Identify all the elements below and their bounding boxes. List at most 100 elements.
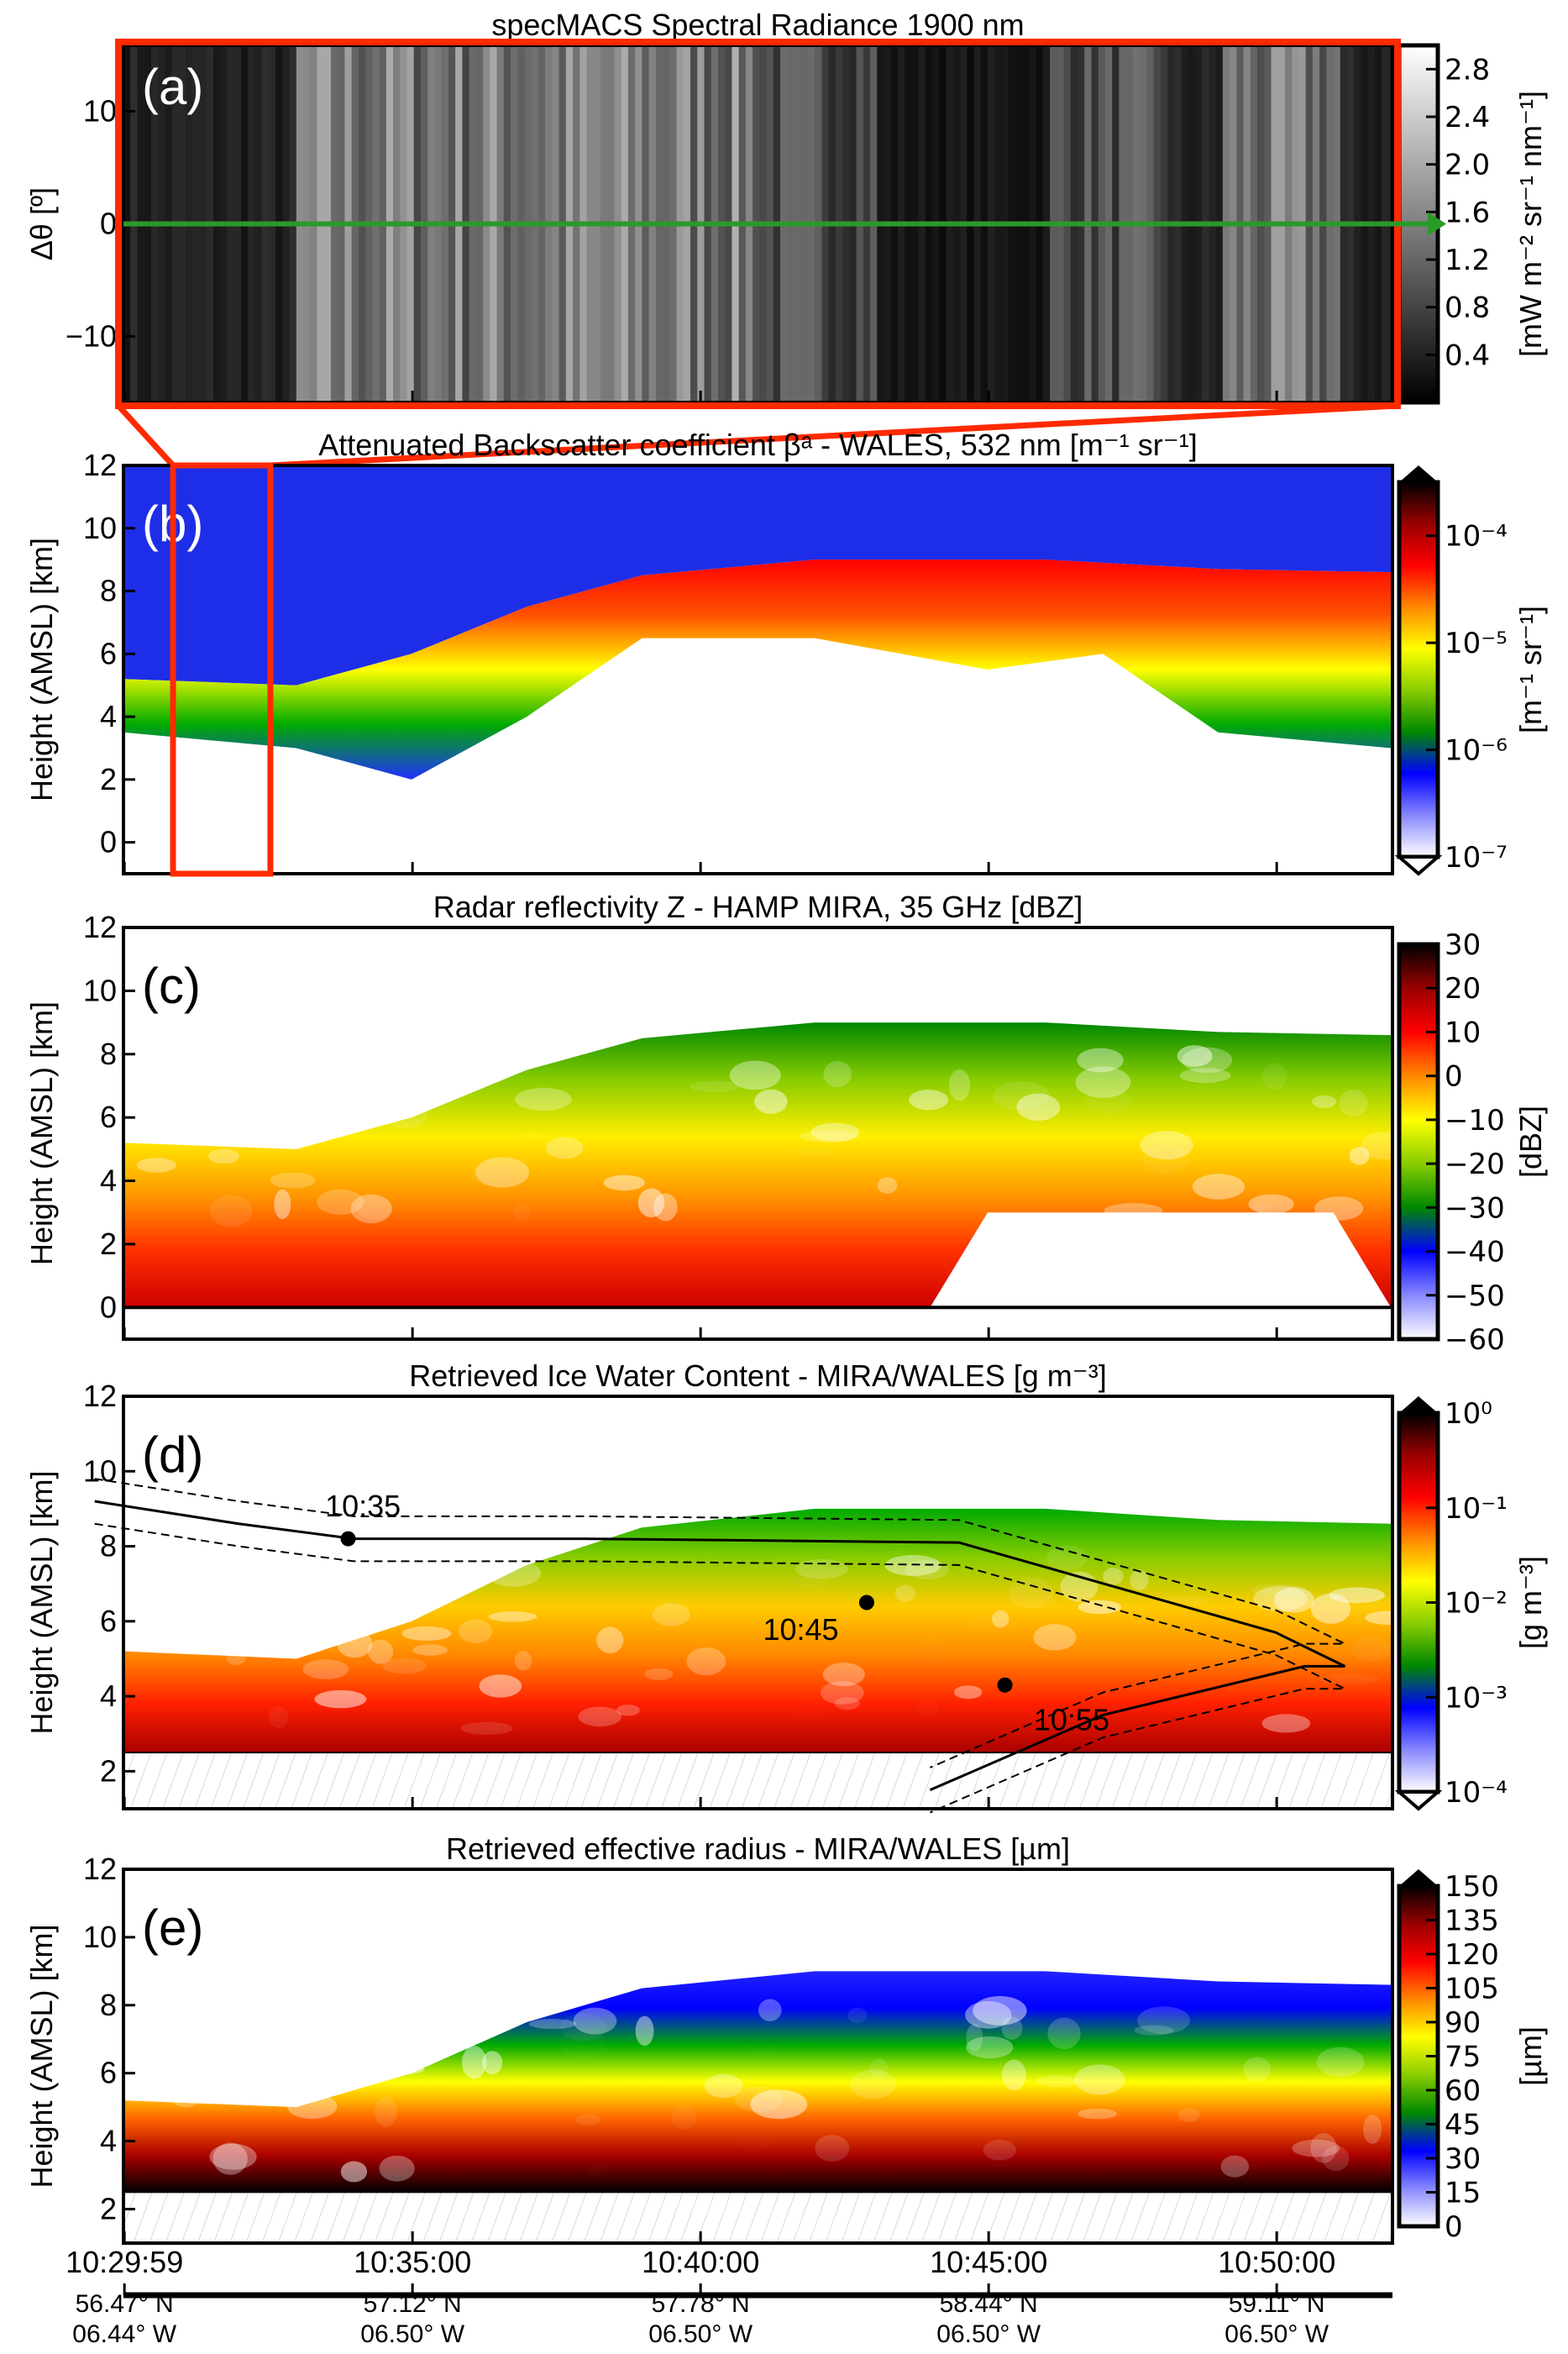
cloud-gap (350, 1194, 392, 1224)
arrow-head-icon (1428, 212, 1446, 236)
colorbar-tick-label: 0.8 (1445, 292, 1490, 325)
y-axis-label: Height (AMSL) [km] (24, 1924, 59, 2188)
cloud-gap (1312, 1095, 1337, 1108)
colorbar-tick-label: 10 (1445, 1016, 1481, 1049)
cloud-gap (603, 1174, 645, 1191)
cloud-field (123, 1508, 1392, 1753)
cloud-gap (209, 1195, 253, 1227)
cloud-gap (635, 2015, 654, 2047)
cloud-gap (123, 2078, 145, 2098)
cloud-gap (152, 1586, 211, 1616)
cloud-gap (735, 2137, 774, 2150)
cloud-gap (578, 1706, 622, 1726)
cloud-gap (270, 2066, 297, 2086)
y-tick-label: 8 (100, 1037, 117, 1071)
cloud-gap (226, 1647, 247, 1666)
colorbar-tick-label: 10⁻¹ (1445, 1492, 1508, 1526)
colorbar-tick-label: 135 (1445, 1905, 1499, 1938)
cloud-gap (207, 1148, 240, 1164)
cloud-gap (382, 1658, 427, 1674)
cloud-gap (136, 1158, 176, 1173)
track-lower-bound (94, 1522, 1345, 1814)
cloud-gap (505, 1059, 522, 1074)
cloud-gap (1140, 1131, 1193, 1160)
y-tick-label: 8 (100, 574, 117, 608)
colorbar-extend-max (1399, 1869, 1438, 1886)
panel-a: specMACS Spectral Radiance 1900 nm (a) 10 0… (24, 8, 1548, 469)
cloud-field (123, 1022, 1392, 1308)
cloud-gap (514, 1651, 532, 1671)
y-tick-label: 0 (100, 207, 117, 241)
y-tick-label: 10 (83, 1453, 117, 1488)
cloud-gap (747, 2036, 778, 2067)
plot-frame (122, 926, 1394, 1341)
cloud-gap (810, 1122, 860, 1142)
y-tick-label: 0 (100, 1290, 117, 1324)
colorbar-tick-label: 60 (1445, 2074, 1481, 2108)
cloud-gap (459, 1619, 493, 1643)
cloud-gap (340, 2161, 368, 2183)
colorbar-tick-label: 10⁰ (1445, 1397, 1492, 1431)
colorbar-tick-label: 15 (1445, 2177, 1481, 2210)
cloud-gap (1134, 2025, 1174, 2036)
y-axis-label: Δθ [º] (24, 187, 59, 260)
heatmap (123, 1971, 1392, 2243)
cloud-gap (1250, 1584, 1308, 1596)
flight-track (94, 1500, 1345, 1792)
colorbar-label: [dBZ] (1513, 1106, 1548, 1178)
y-tick-label: 2 (100, 2192, 117, 2226)
y-tick-label: 4 (100, 1164, 117, 1198)
panel-label: (e) (142, 1899, 203, 1956)
cloud-gap (1329, 1587, 1386, 1604)
cloud-gap (734, 2086, 783, 2112)
cloud-gap (223, 1098, 260, 1127)
cloud-gap (689, 1080, 742, 1092)
colorbar-tick-label: −10 (1445, 1104, 1505, 1138)
y-tick-label: 10 (83, 94, 117, 129)
cloud-gap (992, 1610, 1009, 1628)
cloud-gap (515, 1087, 572, 1111)
time-marker (997, 1677, 1013, 1693)
longitude-label: 06.50° W (1225, 2320, 1329, 2348)
below-retrieval-hatch (123, 1752, 1392, 1809)
time-tick-label: 10:40:00 (642, 2245, 759, 2279)
cloud-gap (1075, 1066, 1131, 1098)
cloud-gap (953, 1685, 983, 1700)
colorbar-tick-label: 10⁻⁴ (1445, 520, 1508, 554)
panel-title: specMACS Spectral Radiance 1900 nm (491, 8, 1024, 42)
cloud-gap (262, 2005, 307, 2033)
cloud-gap (1137, 2006, 1190, 2034)
cloud-gap (368, 1639, 394, 1664)
y-tick-label: 12 (83, 910, 117, 944)
below-retrieval-hatch (123, 2191, 1392, 2243)
cloud-gap (1273, 1587, 1315, 1613)
cloud-gap (644, 1668, 674, 1680)
colorbar-tick-label: 45 (1445, 2109, 1481, 2142)
y-tick-label: 8 (100, 1988, 117, 2022)
cloud-gap (1192, 1174, 1245, 1200)
plot-frame (122, 464, 1394, 875)
y-tick-label: 10 (83, 1920, 117, 1954)
cloud-gap (983, 2140, 1016, 2161)
cloud-gap (412, 1644, 448, 1656)
cloud-gap (384, 1100, 428, 1129)
cloud-gap (823, 1060, 852, 1088)
time-tick-label: 10:50:00 (1218, 2245, 1335, 2279)
cloud-gap (545, 1137, 584, 1159)
colorbar-tick-label: 0.4 (1445, 339, 1490, 372)
colorbar-tick-label: 1.2 (1445, 244, 1490, 277)
cloud-gap (488, 1611, 538, 1622)
colorbar-tick-label: −40 (1445, 1236, 1505, 1269)
cloud-gap (1130, 1569, 1149, 1590)
cloud-field (123, 1971, 1392, 2193)
heatmap (123, 1508, 1392, 1809)
colorbar-tick-label: 10⁻² (1445, 1587, 1508, 1621)
cloud-gap (918, 1637, 940, 1667)
cloud-gap (821, 1681, 864, 1705)
cloud-gap (1179, 1068, 1231, 1084)
cloud-gap (847, 2007, 868, 2024)
y-tick-label: 10 (83, 511, 117, 545)
cloud-gap (528, 2019, 577, 2030)
